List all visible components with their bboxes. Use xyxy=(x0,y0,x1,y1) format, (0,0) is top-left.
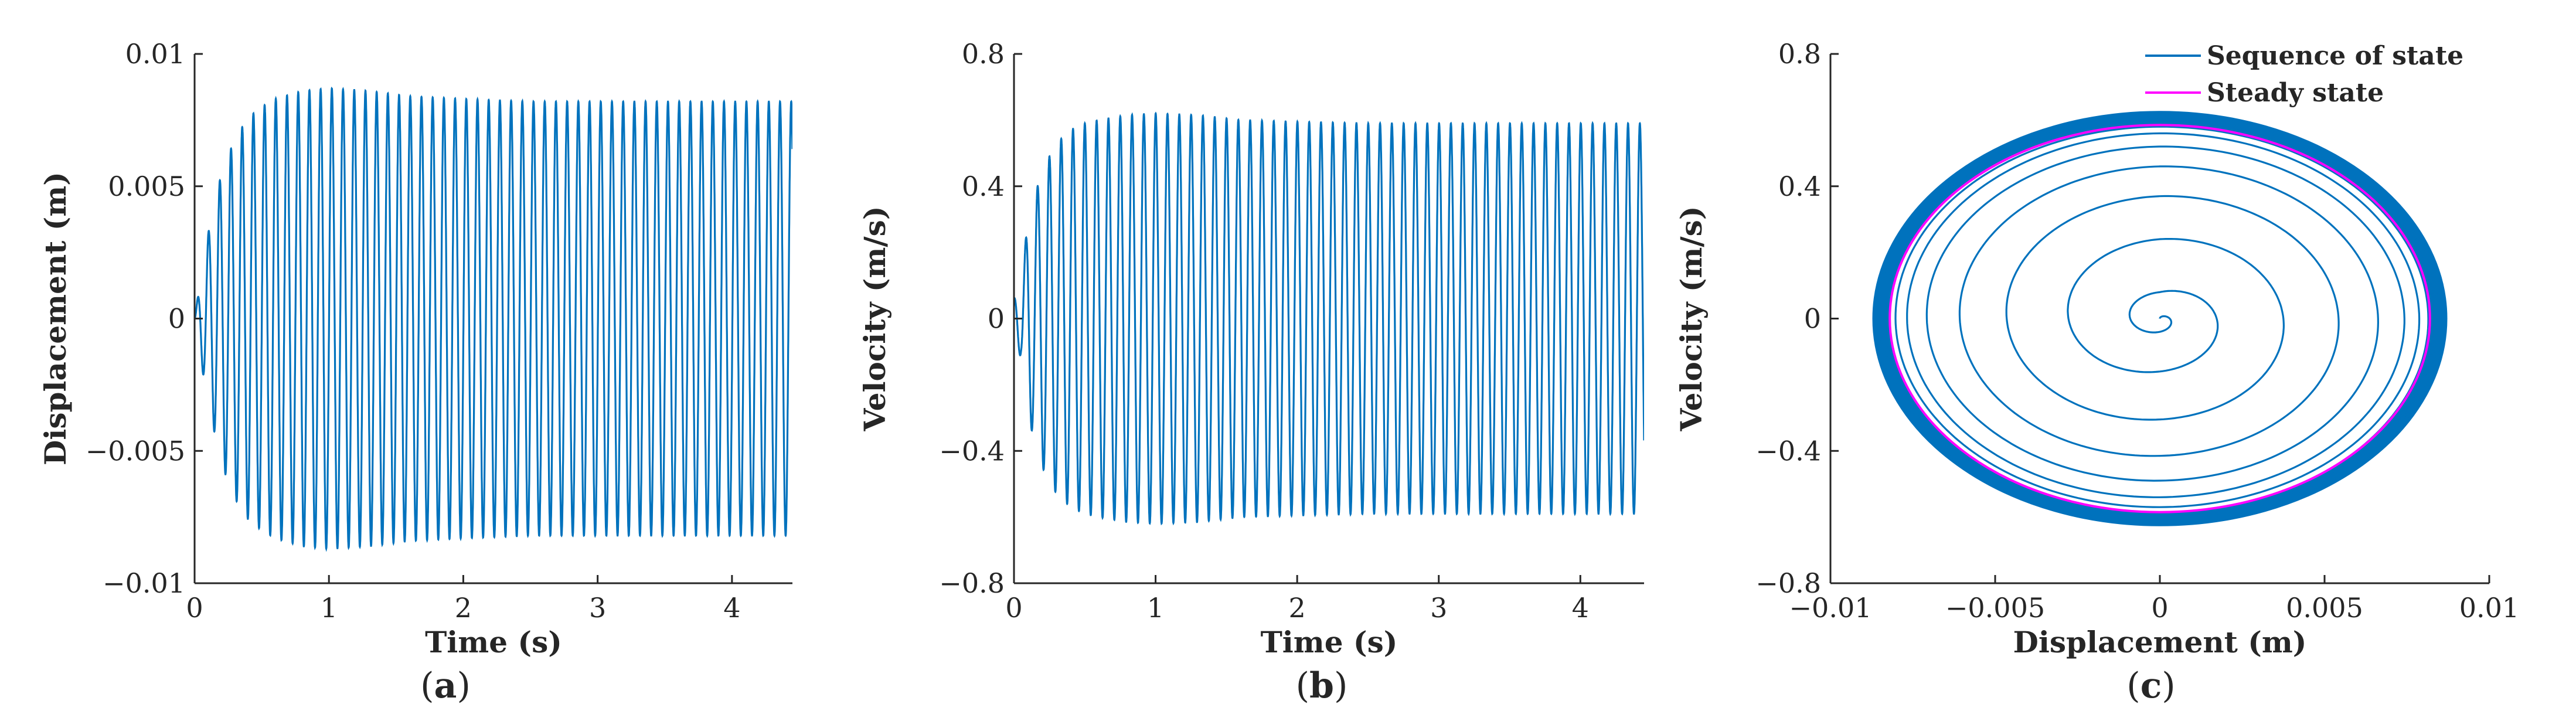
panel-caption-c: (c) xyxy=(2126,665,2175,706)
x-ticks: 0 1 2 3 4 xyxy=(186,575,740,624)
y-ticks: −0.8 −0.4 0 0.4 0.8 xyxy=(939,38,1022,599)
y-tick-label: −0.005 xyxy=(86,435,185,467)
x-tick-label: 0 xyxy=(2151,592,2168,624)
legend-label-sequence: Sequence of state xyxy=(2207,41,2463,71)
legend: Sequence of state Steady state xyxy=(2145,41,2463,108)
panel-caption-b: (b) xyxy=(1296,665,1348,706)
y-tick-label: 0.8 xyxy=(1778,38,1821,70)
y-tick-label: −0.4 xyxy=(939,435,1005,467)
x-tick-label: 2 xyxy=(1289,592,1306,624)
velocity-time-chart: 0 1 2 3 4 −0.8 −0.4 0 0.4 0.8 Time (s) Velocity … xyxy=(857,38,1644,659)
y-ticks: −0.8 −0.4 0 0.4 0.8 xyxy=(1755,38,1839,599)
x-tick-label: 1 xyxy=(1147,592,1164,624)
displacement-time-chart: 0 1 2 3 4 −0.01 −0.005 0 0.005 0.01 Time (s) Dis… xyxy=(38,38,792,659)
x-tick-label: 4 xyxy=(723,592,740,624)
legend-label-steady: Steady state xyxy=(2207,78,2384,108)
x-axis-label: Time (s) xyxy=(1261,625,1398,659)
limit-cycle-loop xyxy=(1880,117,2439,520)
signal-line xyxy=(195,86,792,552)
y-tick-label: 0 xyxy=(1804,303,1821,335)
limit-cycle-loop xyxy=(1873,111,2446,526)
x-tick-label: 1 xyxy=(321,592,338,624)
x-tick-label: 3 xyxy=(589,592,606,624)
x-tick-label: 0.005 xyxy=(2286,592,2363,624)
x-tick-label: 0.01 xyxy=(2459,592,2519,624)
x-tick-label: 0 xyxy=(186,592,203,624)
phase-portrait-chart: −0.01 −0.005 0 0.005 0.01 −0.8 −0.4 0 0.4 0.8 Di… xyxy=(1674,38,2519,659)
x-axis-label: Time (s) xyxy=(425,625,562,659)
limit-cycle-loop xyxy=(1872,111,2448,526)
y-tick-label: −0.8 xyxy=(1755,567,1821,599)
y-tick-label: 0 xyxy=(168,303,185,335)
y-tick-label: −0.8 xyxy=(939,567,1005,599)
x-tick-label: 4 xyxy=(1572,592,1589,624)
x-ticks: −0.01 −0.005 0 0.005 0.01 xyxy=(1789,575,2519,624)
x-tick-label: 2 xyxy=(455,592,472,624)
x-axis-label: Displacement (m) xyxy=(2013,625,2307,659)
y-tick-label: −0.4 xyxy=(1755,435,1821,467)
y-tick-label: 0 xyxy=(988,303,1005,335)
y-tick-label: 0.01 xyxy=(125,38,185,70)
x-tick-label: 3 xyxy=(1430,592,1447,624)
plot-area xyxy=(1872,111,2448,526)
y-tick-label: −0.01 xyxy=(103,567,185,599)
x-tick-label: 0 xyxy=(1005,592,1022,624)
x-ticks: 0 1 2 3 4 xyxy=(1005,575,1589,624)
steady-state-line xyxy=(1888,124,2431,513)
y-tick-label: 0.8 xyxy=(962,38,1005,70)
y-axis-label: Velocity (m/s) xyxy=(857,206,892,432)
y-tick-label: 0.4 xyxy=(962,171,1005,202)
y-axis-label: Displacement (m) xyxy=(38,172,73,465)
y-tick-label: 0.4 xyxy=(1778,171,1821,202)
y-tick-label: 0.005 xyxy=(108,171,185,202)
panel-caption-a: (a) xyxy=(420,665,471,706)
plot-area xyxy=(1014,111,1644,526)
x-tick-label: −0.01 xyxy=(1789,592,1872,624)
y-axis-label: Velocity (m/s) xyxy=(1674,206,1709,432)
x-tick-label: −0.005 xyxy=(1945,592,2045,624)
y-ticks: −0.01 −0.005 0 0.005 0.01 xyxy=(86,38,203,599)
signal-line xyxy=(1014,111,1644,526)
plot-area xyxy=(195,86,792,552)
